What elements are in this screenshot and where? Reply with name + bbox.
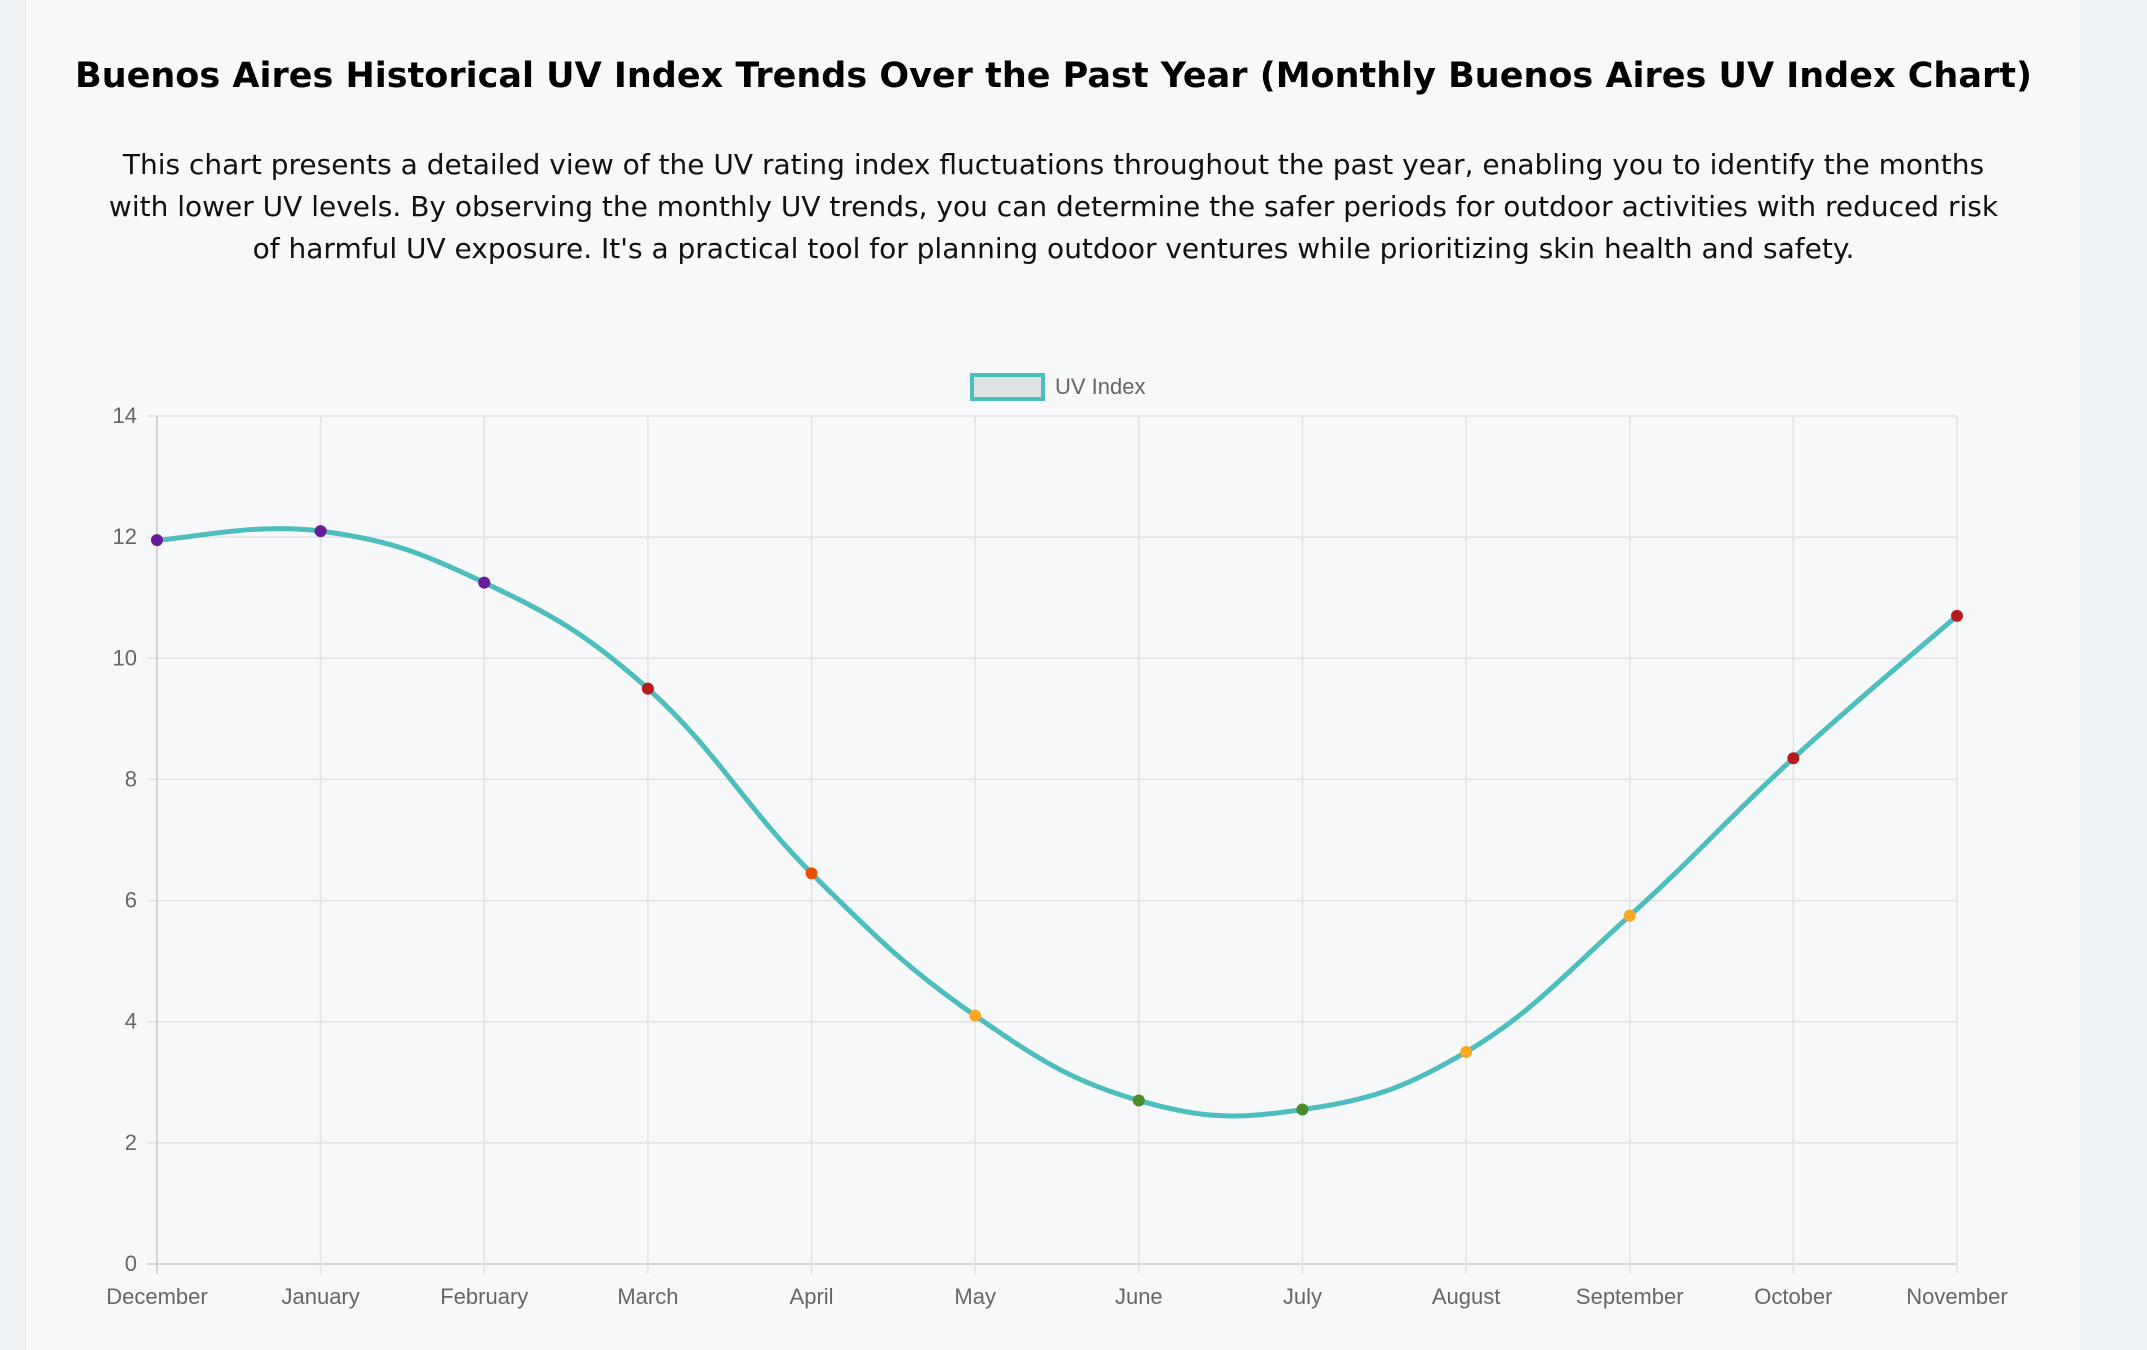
y-tick-label-6: 6 — [125, 888, 137, 913]
x-tick-label-may: May — [954, 1284, 996, 1309]
x-tick-label-october: October — [1754, 1284, 1832, 1309]
chart-grid — [147, 415, 1958, 1274]
chart-axes: 0 2 4 6 8 10 12 14 December January February March A… — [106, 403, 2007, 1309]
page-description: This chart presents a detailed view of t… — [108, 148, 1999, 265]
data-point-december[interactable] — [151, 534, 163, 547]
x-tick-label-february: February — [440, 1284, 528, 1309]
x-tick-label-january: January — [281, 1284, 359, 1309]
x-tick-label-december: December — [106, 1284, 207, 1309]
data-point-july[interactable] — [1296, 1103, 1309, 1116]
x-tick-label-november: November — [1906, 1284, 2007, 1309]
y-tick-label-2: 2 — [125, 1130, 137, 1155]
data-point-june[interactable] — [1132, 1094, 1145, 1107]
x-tick-label-june: June — [1115, 1284, 1163, 1309]
page-container: Buenos Aires Historical UV Index Trends … — [25, 0, 2082, 1350]
x-tick-label-april: April — [790, 1284, 834, 1309]
chart-legend[interactable]: UV Index — [970, 373, 1146, 401]
data-point-october[interactable] — [1787, 752, 1800, 765]
data-point-may[interactable] — [969, 1009, 982, 1022]
legend-label[interactable]: UV Index — [1055, 374, 1146, 399]
data-point-march[interactable] — [641, 682, 654, 695]
y-tick-label-8: 8 — [125, 766, 137, 791]
uv-index-series-line — [154, 526, 1960, 1119]
y-tick-label-4: 4 — [125, 1009, 137, 1034]
data-point-april[interactable] — [805, 867, 818, 880]
x-tick-label-august: August — [1432, 1284, 1501, 1309]
y-tick-label-14: 14 — [113, 403, 137, 428]
page-title: Buenos Aires Historical UV Index Trends … — [75, 56, 2032, 96]
chart-points — [151, 525, 1963, 1116]
x-tick-label-september: September — [1576, 1284, 1684, 1309]
chart-series — [154, 526, 1960, 1119]
data-point-august[interactable] — [1460, 1046, 1473, 1058]
legend-swatch[interactable] — [970, 373, 1045, 401]
data-point-february[interactable] — [478, 576, 491, 589]
y-tick-label-10: 10 — [113, 645, 137, 670]
data-point-november[interactable] — [1951, 609, 1963, 622]
x-tick-label-july: July — [1283, 1284, 1322, 1309]
data-point-january[interactable] — [314, 525, 327, 538]
data-point-september[interactable] — [1623, 909, 1636, 922]
y-tick-label-12: 12 — [113, 524, 137, 549]
y-tick-label-0: 0 — [125, 1251, 137, 1276]
x-tick-label-march: March — [617, 1284, 678, 1309]
